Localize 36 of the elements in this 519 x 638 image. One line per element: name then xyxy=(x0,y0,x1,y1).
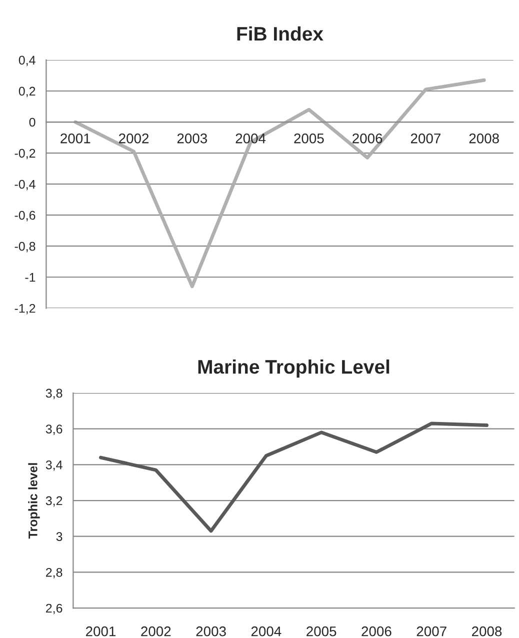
x-tick-label: 2007 xyxy=(416,626,446,636)
x-tick-label: 2004 xyxy=(236,133,266,144)
x-tick-label: 2001 xyxy=(86,626,116,636)
y-tick-label: -0,4 xyxy=(14,180,36,190)
y-tick-label: 3,2 xyxy=(46,496,62,507)
y-tick-label: 0 xyxy=(29,118,36,127)
x-tick-label: 2005 xyxy=(294,133,324,144)
x-tick-label: 2002 xyxy=(119,133,149,144)
x-tick-label: 2003 xyxy=(177,133,207,144)
x-tick-label: 2006 xyxy=(352,133,382,144)
y-axis-title: Trophic level xyxy=(28,463,40,539)
x-tick-label: 2001 xyxy=(60,133,90,144)
x-tick-label: 2003 xyxy=(196,626,226,636)
y-tick-label: 2,6 xyxy=(46,604,62,614)
x-tick-label: 2002 xyxy=(141,626,171,636)
y-tick-label: -1 xyxy=(25,273,36,282)
x-tick-label: 2008 xyxy=(472,626,502,636)
y-tick-label: -0,8 xyxy=(14,242,36,252)
x-tick-label: 2005 xyxy=(306,626,336,636)
y-tick-label: -0,6 xyxy=(14,210,36,222)
chart-title: FiB Index xyxy=(237,26,324,41)
y-tick-label: 0,2 xyxy=(18,86,36,98)
y-tick-label: 2,8 xyxy=(46,568,62,578)
y-tick-label: 3,4 xyxy=(46,460,62,471)
y-tick-label: 3 xyxy=(56,532,62,541)
x-tick-label: 2006 xyxy=(362,626,392,636)
y-tick-label: 3,6 xyxy=(46,424,62,435)
line-series xyxy=(99,422,488,533)
y-tick-label: -0,2 xyxy=(14,148,36,160)
y-tick-label: 3,8 xyxy=(46,388,62,400)
y-tick-label: -1,2 xyxy=(14,304,36,314)
x-tick-label: 2008 xyxy=(469,133,499,144)
x-tick-label: 2007 xyxy=(410,133,440,144)
chart-title: Marine Trophic Level xyxy=(198,359,390,378)
y-tick-label: 0,4 xyxy=(18,56,36,66)
x-tick-label: 2004 xyxy=(251,626,282,636)
